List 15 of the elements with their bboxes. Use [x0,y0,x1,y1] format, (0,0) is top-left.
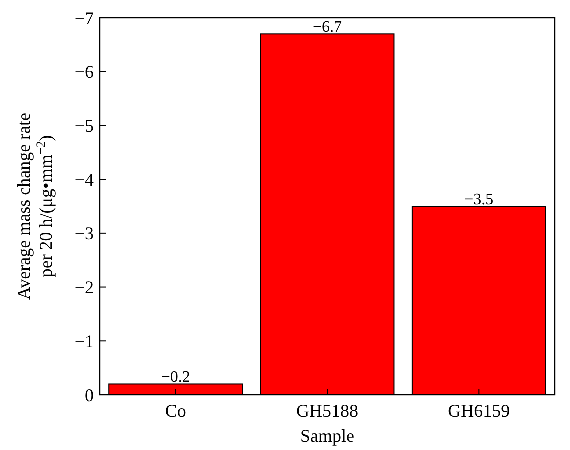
y-tick-label: −1 [74,331,94,352]
y-tick-label: −5 [74,116,94,136]
y-tick-label: −2 [74,278,94,298]
data-label: −0.2 [161,369,190,386]
data-label: −3.5 [464,192,494,208]
x-tick-label: Co [165,401,186,421]
y-tick-label: 0 [85,385,94,406]
x-tick-label: GH6159 [448,401,510,421]
y-tick-label: −3 [74,224,94,244]
x-tick-label: GH5188 [296,401,358,421]
y-tick-label: −7 [74,8,94,28]
x-axis-title: Sample [300,426,354,446]
data-label: −6.7 [312,19,342,36]
y-tick-label: −4 [74,170,94,190]
y-tick-label: −6 [74,62,94,82]
